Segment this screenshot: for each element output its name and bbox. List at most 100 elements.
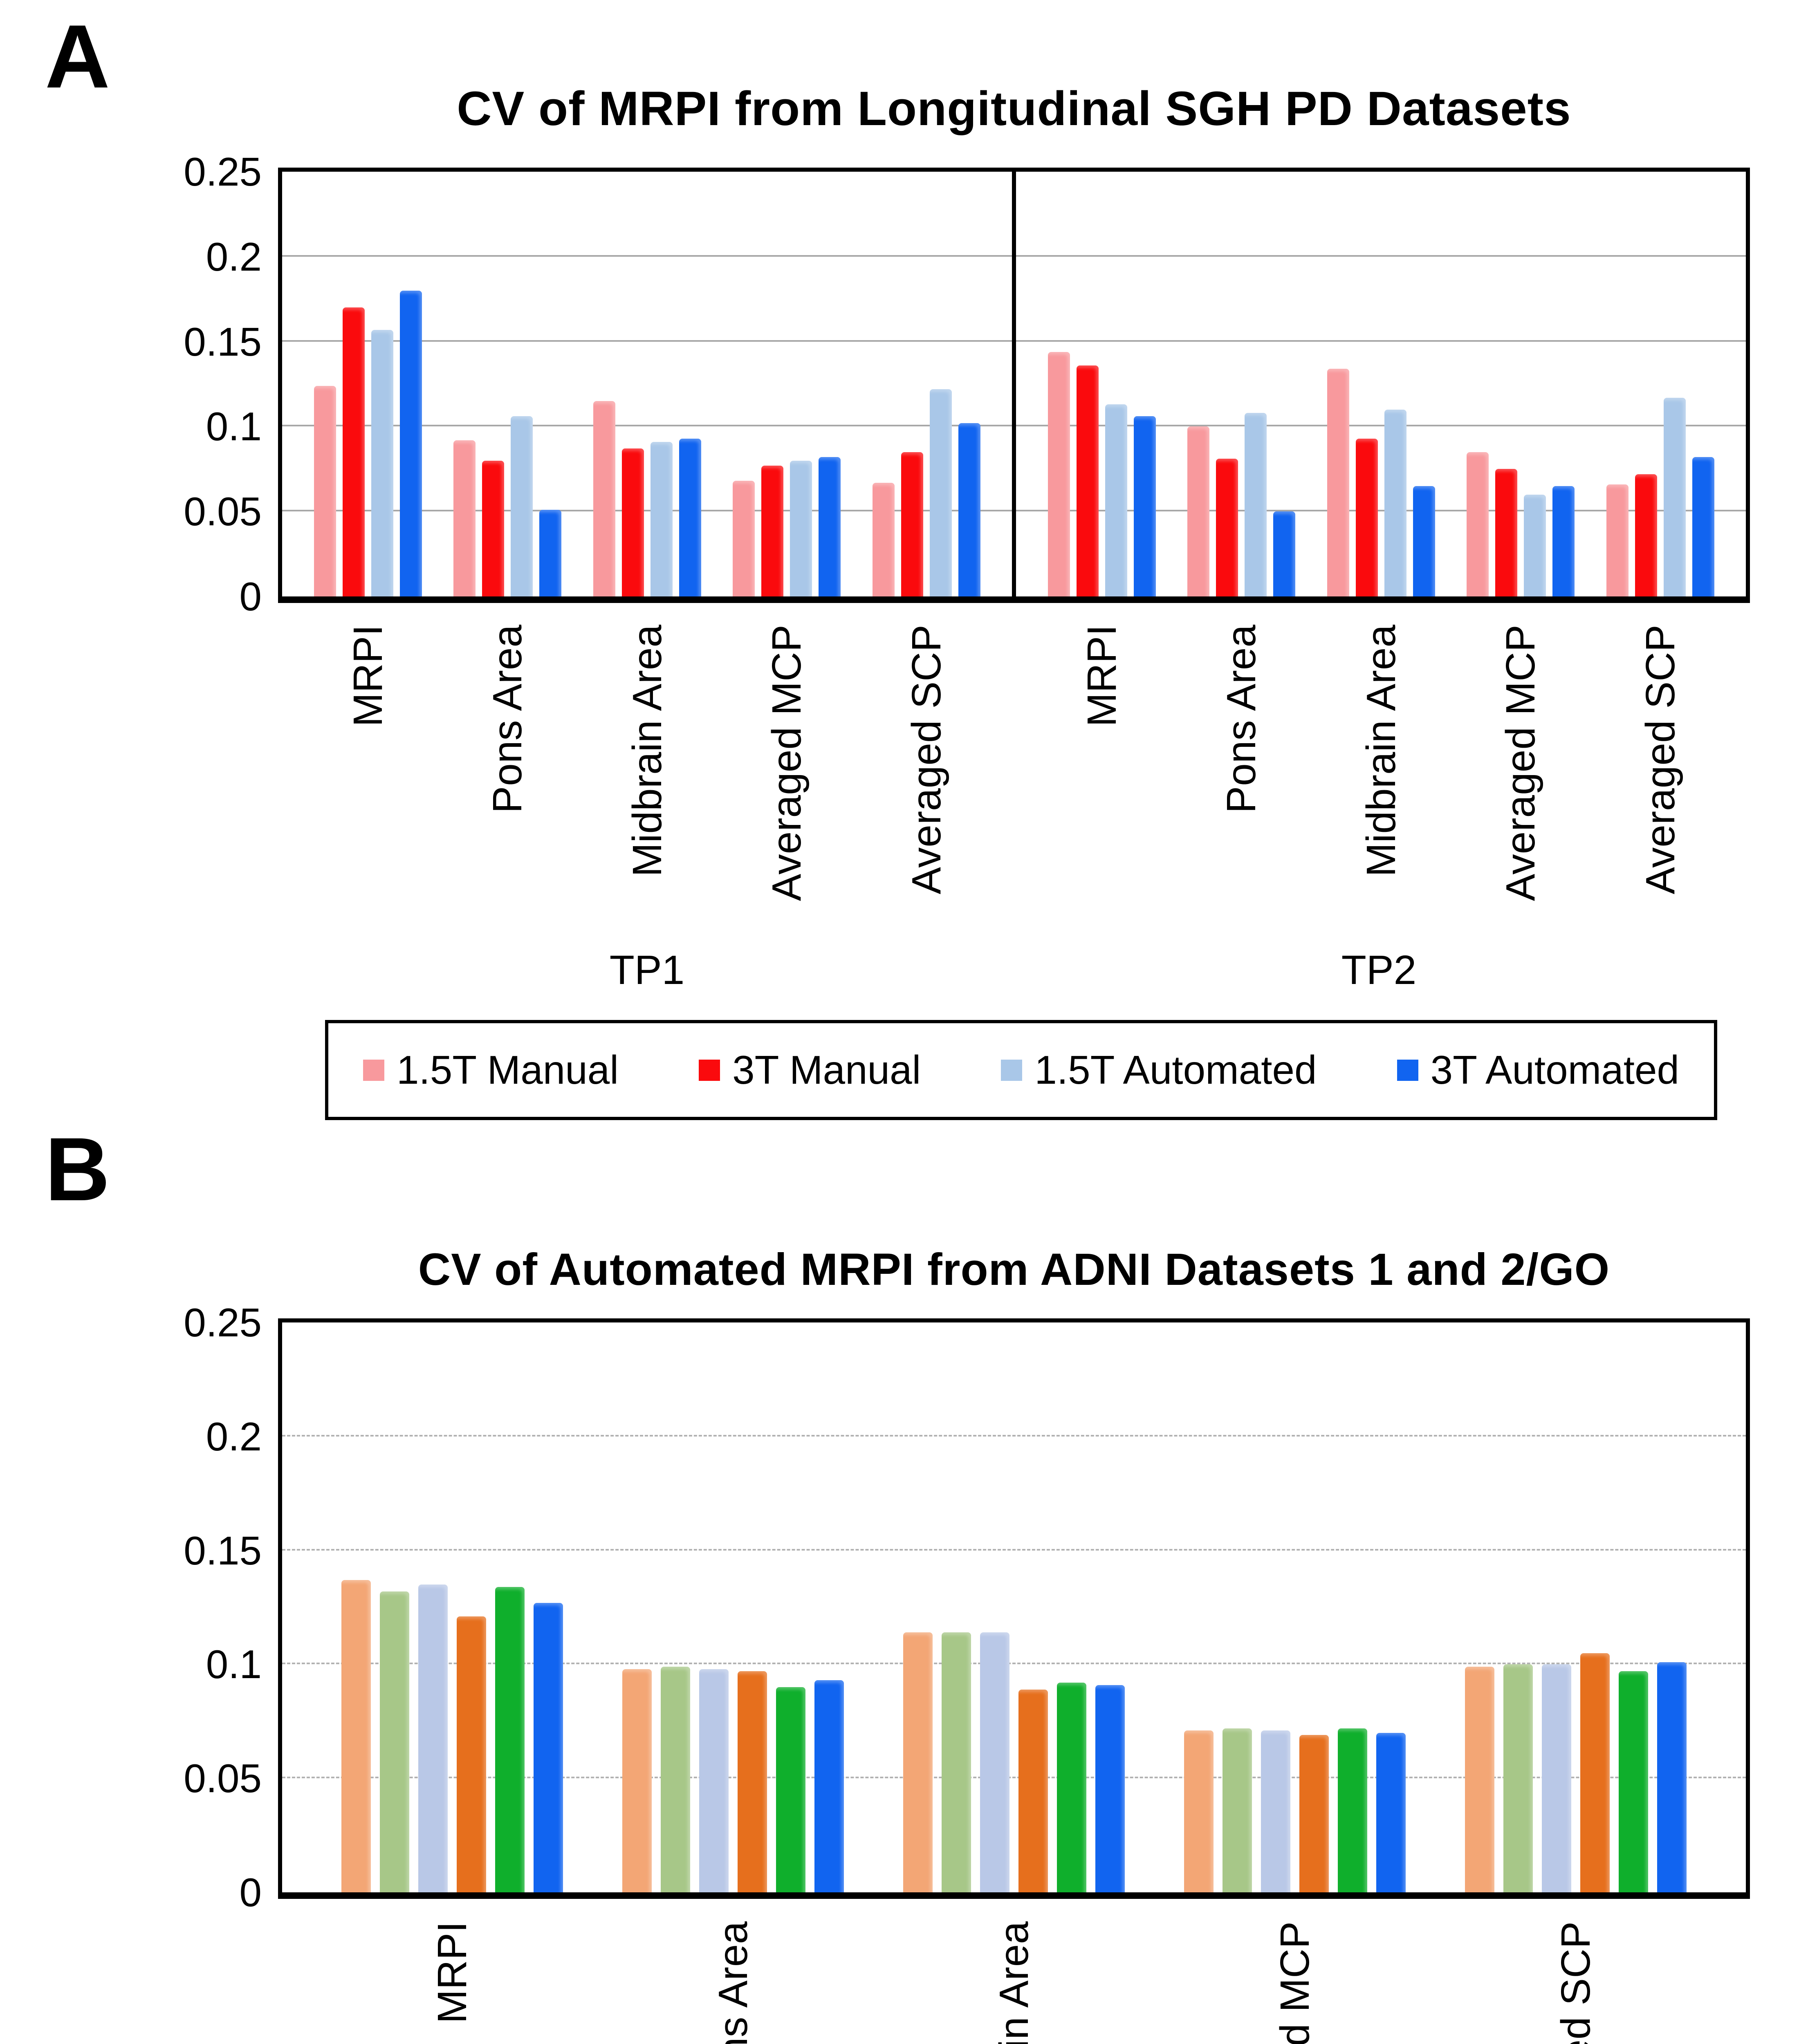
category-group-Averaged MCP: [1467, 452, 1575, 596]
category-group-Averaged MCP: [1184, 1728, 1406, 1892]
y-tick-label-0.25: 0.25: [184, 149, 262, 194]
bar-1.5T Automated-MRPI: [1105, 404, 1127, 596]
chart-a-legend: 1.5T Manual 3T Manual 1.5T Automated 3T Aut…: [325, 1020, 1717, 1120]
bar-1.5T Manual-Averaged MCP: [1467, 452, 1489, 596]
bar-3T All-MRPI: [534, 1602, 563, 1892]
bar-3T Scan 1-MRPI: [457, 1616, 486, 1892]
x-category-label-MRPI: MRPI: [429, 1921, 475, 2024]
bar-1.5T Automated-Averaged SCP: [929, 389, 952, 596]
y-tick-label-0.15: 0.15: [184, 1528, 262, 1573]
legend-entry-3T Manual: 3T Manual: [699, 1047, 921, 1093]
bar-3T Automated-Averaged SCP: [1692, 457, 1714, 596]
bar-3T Manual-Pons Area: [1216, 459, 1238, 596]
bar-3T Scan 1-Averaged SCP: [1580, 1653, 1610, 1892]
bar-3T All-Pons Area: [814, 1680, 844, 1892]
x-category-label-Averaged MCP: Averaged MCP: [1272, 1921, 1318, 2044]
x-category-label-Pons Area: Pons Area: [485, 625, 530, 814]
bar-1.5T Scan 1-Averaged MCP: [1184, 1730, 1214, 1892]
bar-1.5T Automated-Midbrain Area: [1384, 409, 1406, 596]
bar-1.5T Automated-Averaged SCP: [1663, 397, 1686, 596]
x-category-label-Midbrain Area: Midbrain Area: [624, 625, 670, 877]
bar-sections: [282, 1322, 1746, 1892]
bar-3T Automated-Midbrain Area: [1413, 486, 1435, 596]
bar-1.5T Scan 2-Averaged MCP: [1223, 1728, 1252, 1892]
bar-1.5T Scan 2-MRPI: [380, 1591, 409, 1892]
bar-3T Manual-MRPI: [342, 307, 365, 596]
section-main: [282, 1322, 1746, 1892]
panel-a-letter: A: [45, 6, 110, 107]
category-group-Averaged SCP: [1606, 397, 1714, 596]
bar-1.5T Manual-Pons Area: [453, 440, 476, 596]
legend-entry-1.5T Manual: 1.5T Manual: [363, 1047, 619, 1093]
section-TP2: [1012, 172, 1746, 596]
bar-1.5T Manual-MRPI: [1048, 352, 1070, 596]
gridline-0.15: [282, 1549, 1746, 1551]
bar-sections: [282, 172, 1746, 596]
category-group-Midbrain Area: [593, 401, 701, 596]
bar-1.5T Scan 2-Midbrain Area: [942, 1632, 971, 1892]
bar-3T Manual-Averaged MCP: [761, 466, 783, 596]
bar-3T All-Averaged SCP: [1657, 1662, 1687, 1892]
category-group-MRPI: [1048, 352, 1156, 596]
category-group-MRPI: [341, 1580, 563, 1892]
bar-3T Automated-MRPI: [1133, 416, 1156, 596]
x-category-label-Averaged MCP: Averaged MCP: [1498, 625, 1543, 901]
x-category-label-Averaged MCP: Averaged MCP: [764, 625, 810, 901]
category-group-MRPI: [314, 290, 422, 596]
legend-label-1.5T Automated: 1.5T Automated: [1034, 1047, 1317, 1092]
bar-1.5T Manual-Midbrain Area: [1327, 369, 1349, 596]
panel-b-letter: B: [45, 1119, 110, 1219]
x-category-label-Averaged SCP: Averaged SCP: [1553, 1921, 1599, 2044]
gridline-0.05: [282, 1777, 1746, 1779]
legend-label-1.5T Manual: 1.5T Manual: [397, 1047, 619, 1092]
bar-1.5T Manual-MRPI: [314, 385, 336, 596]
bar-3T All-Averaged MCP: [1376, 1732, 1406, 1892]
category-group-Averaged MCP: [733, 457, 841, 596]
x-category-label-Pons Area: Pons Area: [710, 1921, 756, 2044]
bar-3T Manual-Pons Area: [482, 460, 504, 596]
x-category-label-MRPI: MRPI: [1079, 625, 1125, 727]
bar-3T Manual-Averaged MCP: [1495, 469, 1517, 596]
legend-swatch-3T Automated: [1397, 1059, 1418, 1081]
bar-1.5T Automated-Midbrain Area: [650, 442, 673, 596]
bar-1.5T Scan 1-MRPI: [341, 1580, 371, 1892]
bar-1.5T All-MRPI: [418, 1585, 448, 1892]
bar-3T Scan 1-Averaged MCP: [1299, 1735, 1329, 1892]
bar-3T Automated-Averaged SCP: [958, 423, 980, 596]
legend-label-3T Automated: 3T Automated: [1430, 1047, 1679, 1092]
bar-3T Scan 2 (Accelerated)-Averaged MCP: [1338, 1728, 1367, 1892]
y-tick-label-0: 0: [239, 574, 262, 619]
bar-1.5T Scan 1-Pons Area: [622, 1669, 652, 1892]
bar-3T Scan 2 (Accelerated)-MRPI: [495, 1587, 525, 1892]
bar-3T Manual-Averaged SCP: [901, 452, 923, 596]
category-group-Averaged SCP: [1465, 1653, 1687, 1892]
chart-b-plot-area: [278, 1318, 1750, 1899]
x-category-label-Averaged SCP: Averaged SCP: [903, 625, 949, 894]
section-label-TP1: TP1: [609, 947, 685, 993]
y-tick-label-0.1: 0.1: [206, 1642, 262, 1687]
chart-a-title: CV of MRPI from Longitudinal SGH PD Data…: [457, 82, 1571, 136]
bar-3T Scan 2 (Accelerated)-Midbrain Area: [1057, 1683, 1086, 1892]
x-category-label-Midbrain Area: Midbrain Area: [1358, 625, 1404, 877]
category-group-Pons Area: [1187, 413, 1295, 596]
bar-1.5T All-Pons Area: [699, 1669, 729, 1892]
legend-swatch-1.5T Manual: [363, 1059, 384, 1081]
chart-b-title: CV of Automated MRPI from ADNI Datasets …: [418, 1244, 1610, 1295]
bar-1.5T Scan 1-Averaged SCP: [1465, 1666, 1494, 1892]
y-tick-label-0: 0: [239, 1870, 262, 1915]
category-group-Midbrain Area: [903, 1632, 1125, 1892]
bar-3T Manual-Midbrain Area: [621, 448, 644, 596]
bar-3T Automated-Pons Area: [1273, 511, 1295, 596]
bar-1.5T Scan 2-Pons Area: [661, 1666, 690, 1892]
gridline-0.1: [282, 1663, 1746, 1665]
bar-1.5T Manual-Averaged MCP: [733, 481, 755, 596]
section-label-TP2: TP2: [1341, 947, 1417, 993]
bar-1.5T Scan 2-Averaged SCP: [1503, 1664, 1533, 1892]
bar-3T Manual-Midbrain Area: [1355, 438, 1378, 596]
x-category-label-Pons Area: Pons Area: [1218, 625, 1264, 814]
bar-1.5T Automated-Pons Area: [1245, 413, 1267, 596]
legend-entry-1.5T Automated: 1.5T Automated: [1001, 1047, 1317, 1093]
gridline-0.2: [282, 1434, 1746, 1437]
bar-1.5T Scan 1-Midbrain Area: [903, 1632, 933, 1892]
bar-3T Manual-Averaged SCP: [1635, 474, 1657, 596]
